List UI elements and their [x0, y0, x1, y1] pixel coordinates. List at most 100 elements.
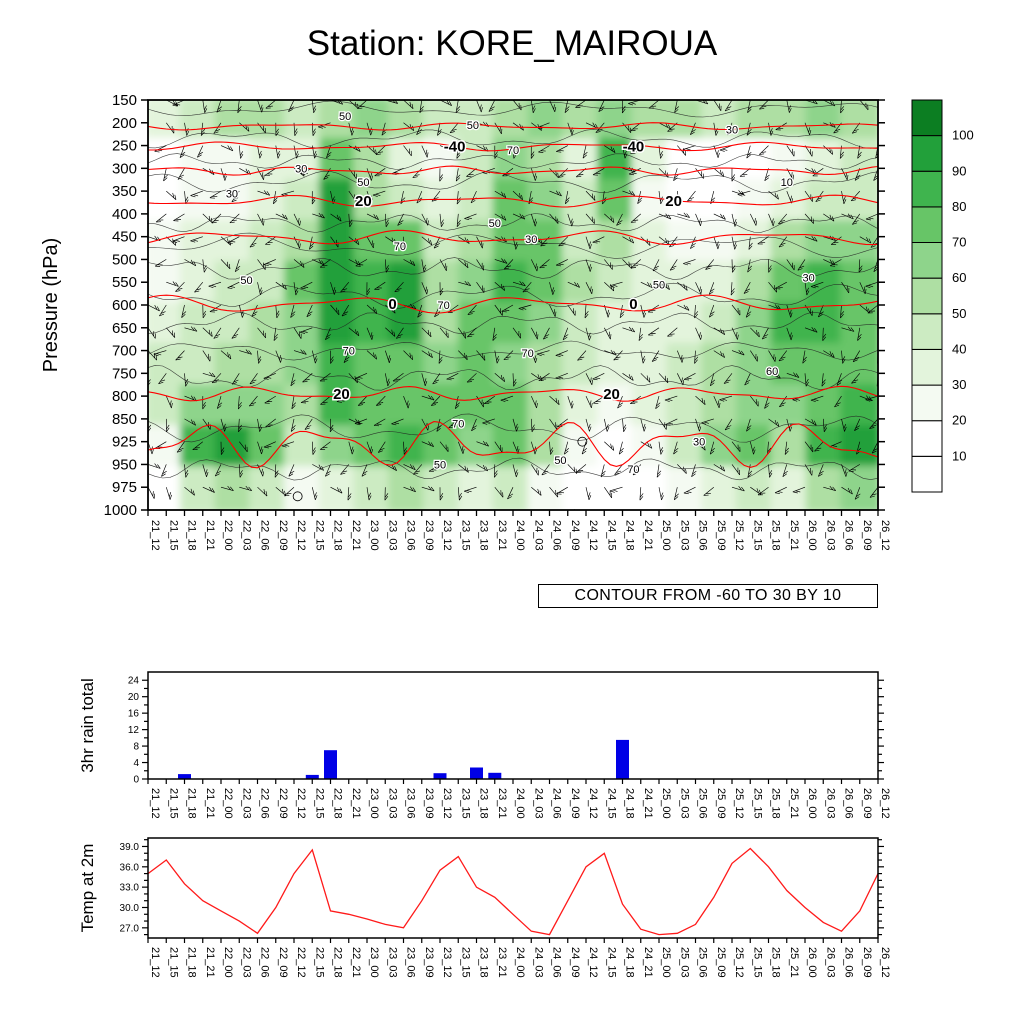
pressure-tick-label: 925 — [112, 434, 137, 451]
time-tick-label: 23_12 — [441, 788, 453, 819]
contour-value-label: 30 — [226, 188, 238, 200]
temp-contour-label: -40 — [444, 138, 466, 155]
time-tick-label: 22_09 — [277, 520, 289, 551]
time-tick-label: 21_21 — [204, 947, 216, 978]
time-tick-label: 22_18 — [332, 520, 344, 551]
pressure-tick-label: 950 — [112, 456, 137, 473]
pressure-tick-label: 250 — [112, 138, 137, 155]
time-tick-label: 25_15 — [751, 788, 763, 819]
temp-tick-label: 39.0 — [120, 842, 140, 853]
time-tick-label: 22_06 — [259, 947, 271, 978]
pressure-tick-label: 600 — [112, 297, 137, 314]
time-tick-label: 23_00 — [368, 788, 380, 819]
time-tick-label: 26_00 — [806, 947, 818, 978]
pressure-tick-label: 550 — [112, 274, 137, 291]
rain-bar — [488, 772, 502, 779]
time-tick-label: 25_00 — [660, 788, 672, 819]
temperature-contours — [148, 122, 878, 469]
colorbar-tick-label: 30 — [952, 377, 966, 392]
time-tick-label: 22_09 — [277, 947, 289, 978]
time-tick-label: 22_15 — [313, 947, 325, 978]
time-tick-label: 25_03 — [678, 947, 690, 978]
contour-value-label: 10 — [781, 177, 793, 189]
time-tick-label: 24_18 — [624, 520, 636, 551]
temp-contour-label: 20 — [603, 386, 620, 403]
time-tick-label: 24_06 — [551, 788, 563, 819]
time-tick-label: 23_18 — [478, 520, 490, 551]
time-tick-label: 25_15 — [751, 947, 763, 978]
time-tick-label: 22_21 — [350, 520, 362, 551]
time-tick-label: 23_09 — [423, 788, 435, 819]
pressure-tick-label: 350 — [112, 183, 137, 200]
time-tick-label: 25_06 — [697, 520, 709, 551]
time-tick-label: 22_15 — [313, 520, 325, 551]
time-tick-label: 22_21 — [350, 947, 362, 978]
time-tick-label: 23_00 — [368, 947, 380, 978]
contour-value-label: 70 — [394, 241, 406, 253]
time-tick-label: 24_03 — [532, 520, 544, 551]
time-tick-label: 23_03 — [386, 520, 398, 551]
time-tick-label: 24_03 — [532, 788, 544, 819]
time-tick-label: 25_06 — [697, 947, 709, 978]
time-tick-label: 24_09 — [569, 947, 581, 978]
time-tick-label: 23_12 — [441, 947, 453, 978]
time-tick-label: 22_03 — [240, 947, 252, 978]
time-tick-label: 21_15 — [167, 788, 179, 819]
contour-note: CONTOUR FROM -60 TO 30 BY 10 — [538, 584, 878, 608]
time-tick-label: 25_21 — [788, 947, 800, 978]
time-tick-label: 26_06 — [843, 947, 855, 978]
time-tick-label: 26_12 — [879, 520, 891, 551]
pressure-tick-label: 400 — [112, 206, 137, 223]
time-tick-label: 26_00 — [806, 520, 818, 551]
contour-value-label: 30 — [803, 273, 815, 285]
time-tick-label: 23_21 — [496, 520, 508, 551]
contour-value-label: 70 — [343, 346, 355, 358]
time-tick-label: 22_18 — [332, 947, 344, 978]
rain-tick-label: 16 — [128, 709, 140, 720]
time-tick-label: 23_00 — [368, 520, 380, 551]
temp-contour-label: 20 — [665, 193, 682, 210]
time-tick-label: 26_06 — [843, 788, 855, 819]
rain-bar — [616, 739, 629, 779]
time-tick-label: 24_03 — [532, 947, 544, 978]
time-tick-label: 23_21 — [496, 788, 508, 819]
temp-contour-label: 20 — [333, 386, 350, 403]
contour-value-label: 50 — [467, 120, 479, 132]
time-tick-label: 24_09 — [569, 788, 581, 819]
temp-axis-label: Temp at 2m — [78, 844, 97, 933]
rain-tick-label: 4 — [133, 758, 139, 769]
rain-tick-label: 12 — [128, 725, 140, 736]
contour-value-label: 70 — [627, 464, 639, 476]
time-tick-label: 24_21 — [642, 788, 654, 819]
contour-value-label: 50 — [554, 455, 566, 467]
pressure-tick-label: 800 — [112, 388, 137, 405]
time-tick-label: 23_15 — [459, 520, 471, 551]
time-tick-label: 22_00 — [222, 947, 234, 978]
time-tick-label: 25_06 — [697, 788, 709, 819]
time-tick-label: 22_00 — [222, 788, 234, 819]
temp-tick-label: 30.0 — [120, 903, 140, 914]
contour-value-label: 30 — [693, 437, 705, 449]
time-tick-label: 21_15 — [167, 947, 179, 978]
contour-value-label: 50 — [489, 218, 501, 230]
time-tick-label: 26_06 — [843, 520, 855, 551]
time-tick-label: 26_00 — [806, 788, 818, 819]
time-tick-label: 25_18 — [770, 520, 782, 551]
contour-value-label: 60 — [766, 366, 778, 378]
calm-wind-circle — [292, 491, 303, 502]
time-tick-label: 21_21 — [204, 520, 216, 551]
pressure-tick-label: 300 — [112, 160, 137, 177]
rain-bar — [433, 773, 447, 779]
time-tick-label: 25_03 — [678, 788, 690, 819]
pressure-tick-label: 150 — [112, 92, 137, 109]
contour-value-label: 70 — [521, 348, 533, 360]
time-tick-label: 24_18 — [624, 788, 636, 819]
time-tick-label: 26_09 — [861, 947, 873, 978]
time-tick-label: 22_06 — [259, 788, 271, 819]
colorbar-tick-label: 70 — [952, 235, 966, 250]
colorbar-tick-label: 60 — [952, 270, 966, 285]
contour-value-label: 50 — [240, 275, 252, 287]
time-tick-label: 24_15 — [605, 947, 617, 978]
page-title: Station: KORE_MAIROUA — [306, 24, 718, 63]
